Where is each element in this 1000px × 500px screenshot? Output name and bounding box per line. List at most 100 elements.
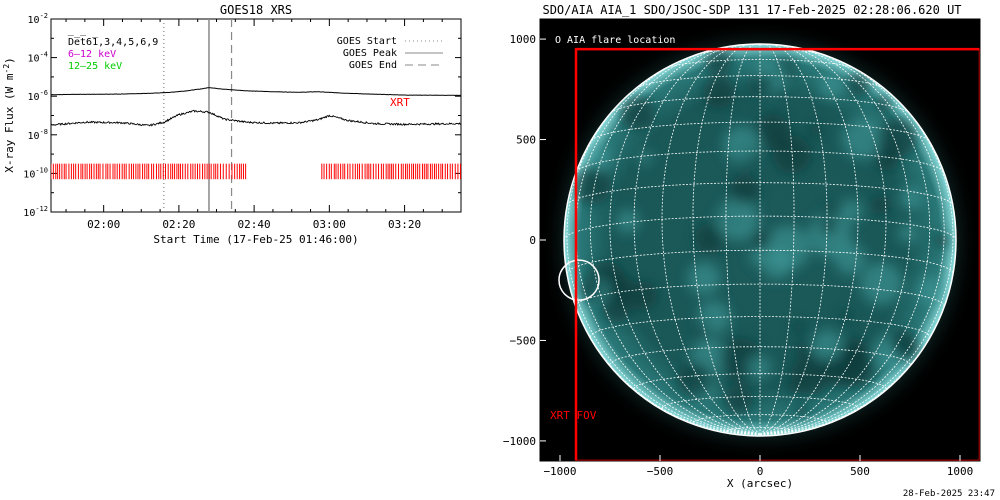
goes-series — [51, 87, 461, 127]
xrt-coverage-ticks — [51, 163, 461, 180]
surface-region — [794, 403, 809, 418]
aia-x-axis-label: X (arcsec) — [727, 477, 793, 490]
surface-region — [748, 72, 774, 98]
surface-region — [845, 71, 871, 97]
surface-region — [871, 195, 890, 215]
surface-region — [724, 385, 754, 415]
goes-y-tick-label: 10-12 — [23, 205, 48, 219]
grid-line — [725, 44, 761, 435]
goes-y-tick-label: 10-2 — [28, 12, 48, 26]
goes-x-tick-label: 03:20 — [388, 218, 421, 231]
goes-x-ticks: 02:00 02:20 02:40 03:00 03:20 — [65, 19, 462, 231]
grid-line — [609, 46, 761, 435]
goes-legend-label: GOES Start — [337, 36, 397, 47]
goes-ylabel-close: ) — [3, 57, 16, 64]
aia-y-ticks: 1000 500 0 −500 −1000 — [503, 33, 546, 448]
surface-region — [860, 262, 903, 305]
goes-y-tick-label: 10-6 — [28, 89, 48, 103]
aia-panel: SDO/AIA AIA_1 SDO/JSOC-SDP 131 17-Feb-20… — [503, 3, 981, 490]
goes-ylabel-text: X-ray Flux (W m — [3, 73, 16, 173]
goes-ylabel-sup: -2 — [2, 64, 11, 74]
aia-x-tick-label: 500 — [850, 465, 870, 478]
grid-line — [566, 249, 954, 274]
goes-legend-label: GOES Peak — [343, 48, 397, 59]
aia-y-tick-label: 0 — [529, 234, 536, 247]
goes-event-markers — [163, 19, 233, 212]
goes-y-ticks: 10-2 10-4 10-6 10-8 10-10 10-12 — [23, 12, 461, 219]
surface-region — [812, 329, 844, 361]
surface-region — [898, 223, 918, 243]
goes-x-tick-label: 02:20 — [162, 218, 195, 231]
goes-channel-label: 6–12 keV — [68, 49, 116, 60]
surface-region — [677, 361, 713, 398]
surface-region — [747, 355, 771, 379]
series-6-12-kev — [51, 87, 461, 97]
aia-x-ticks: −1000 −500 0 500 1000 — [543, 455, 973, 478]
goes-channel-label: D̅e̅t̅6̅1,3,4,5,6,9 — [68, 35, 159, 48]
xrt-fov-label: XRT FOV — [550, 409, 597, 422]
aia-x-tick-label: 0 — [757, 465, 764, 478]
surface-region — [702, 76, 735, 109]
surface-region — [819, 73, 845, 99]
aia-x-tick-label: 1000 — [947, 465, 974, 478]
surface-region — [875, 95, 893, 113]
grid-line — [759, 54, 945, 435]
aia-y-tick-label: −500 — [510, 334, 537, 347]
aia-y-tick-label: 1000 — [510, 33, 537, 46]
surface-region — [628, 280, 658, 311]
surface-region — [587, 145, 612, 169]
xrt-label: XRT — [390, 96, 410, 109]
goes-chart-title: GOES18 XRS — [220, 3, 292, 17]
goes-x-tick-label: 02:00 — [87, 218, 120, 231]
surface-region — [792, 321, 805, 334]
xrt-fov-box — [574, 47, 980, 461]
surface-region — [888, 327, 915, 355]
surface-region — [916, 275, 945, 305]
aia-x-tick-label: −500 — [647, 465, 674, 478]
goes-y-tick-label: 10-4 — [28, 51, 48, 65]
footer-date: 28-Feb-2025 23:47 — [903, 489, 995, 499]
surface-region — [619, 95, 655, 131]
surface-region — [766, 225, 810, 270]
grid-line — [590, 121, 930, 141]
goes-panel: GOES18 XRS 10-2 10-4 10-6 10-8 10-10 10-12 02… — [2, 3, 462, 246]
surface-region — [729, 174, 760, 205]
grid-line — [566, 182, 954, 206]
solar-surface-texture — [573, 47, 950, 418]
grid-line — [759, 46, 911, 435]
surface-region — [716, 198, 759, 241]
solar-limb — [563, 43, 957, 437]
aia-x-tick-label: −1000 — [543, 465, 576, 478]
goes-channel-label: 12–25 keV — [68, 61, 122, 72]
grid-line — [692, 44, 761, 435]
grid-line — [759, 44, 887, 435]
surface-region — [601, 293, 632, 324]
surface-region — [839, 310, 853, 324]
surface-region — [787, 380, 802, 395]
aia-legend-label: O AIA flare location — [555, 35, 675, 46]
goes-x-axis-label: Start Time (17-Feb-25 01:46:00) — [153, 233, 358, 246]
series-12-25-kev — [51, 109, 461, 127]
aia-y-tick-label: 500 — [516, 134, 536, 147]
surface-region — [808, 213, 853, 258]
surface-region — [755, 113, 791, 149]
grid-line — [759, 44, 795, 435]
flare-location-circle — [558, 259, 600, 301]
surface-region — [819, 217, 837, 235]
grid-line — [759, 44, 828, 435]
aia-chart-title: SDO/AIA AIA_1 SDO/JSOC-SDP 131 17-Feb-20… — [542, 3, 961, 17]
surface-region — [795, 342, 812, 358]
grid-line — [609, 346, 911, 365]
surface-region — [573, 166, 612, 206]
grid-line — [589, 48, 761, 435]
goes-legend-label: GOES End — [349, 60, 397, 71]
goes-x-tick-label: 03:00 — [313, 218, 346, 231]
surface-region — [750, 248, 767, 266]
surface-region — [723, 126, 761, 163]
grid-line — [633, 44, 761, 435]
surface-region — [694, 223, 725, 254]
surface-region — [840, 199, 863, 222]
surface-region — [751, 229, 771, 249]
svg-text:X-ray Flux (W m-2): X-ray Flux (W m-2) — [2, 57, 16, 173]
